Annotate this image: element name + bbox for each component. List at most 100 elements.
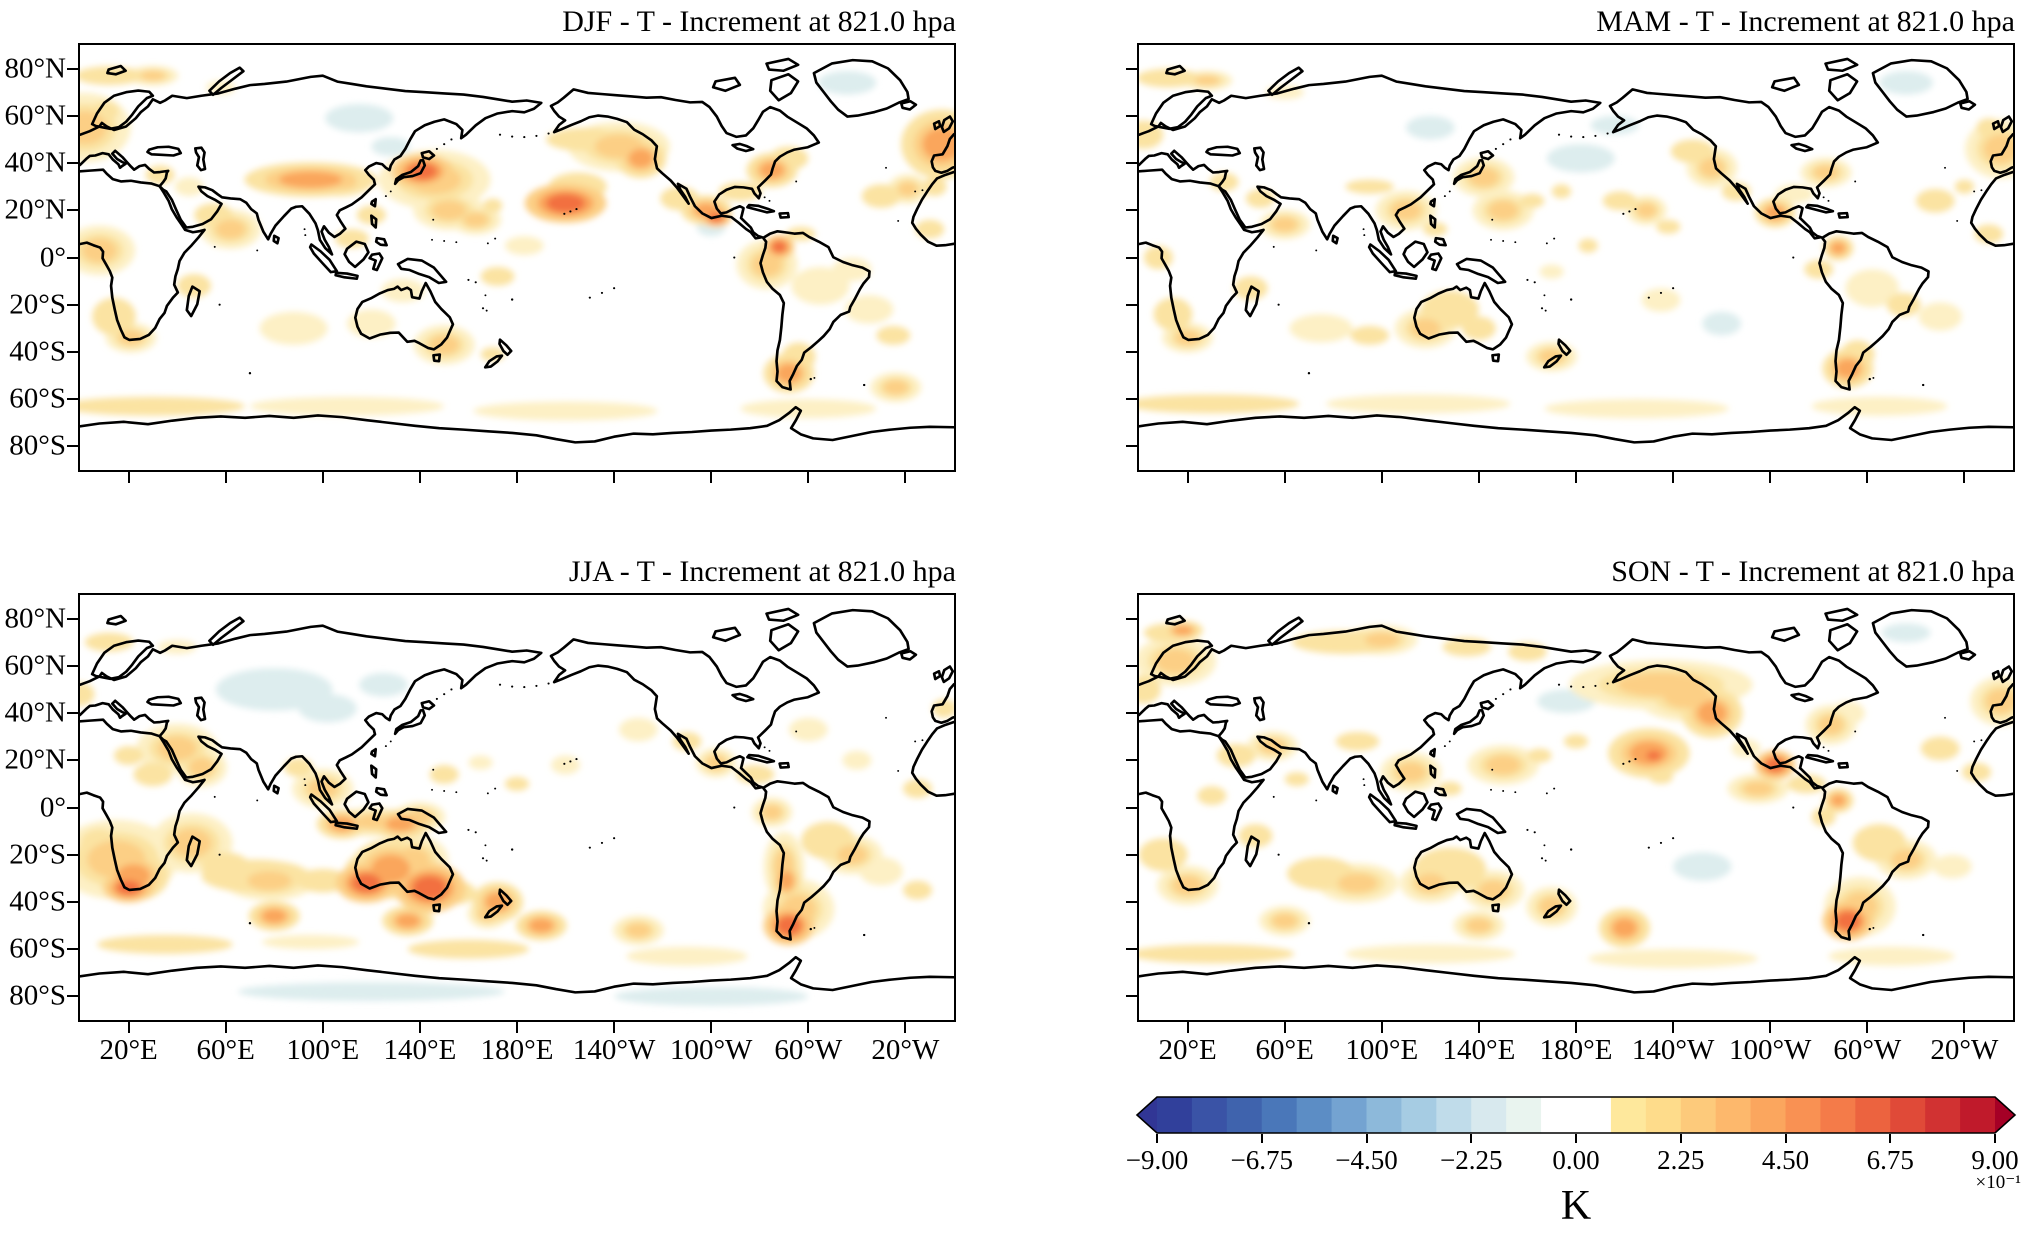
lon-tick bbox=[1769, 472, 1772, 483]
lat-tick bbox=[1126, 162, 1137, 165]
lat-tick bbox=[1126, 67, 1137, 70]
contour-shading-jja bbox=[80, 632, 954, 1006]
lon-tick-label: 60°E bbox=[196, 1034, 255, 1066]
lat-tick bbox=[67, 759, 78, 762]
colorbar-tick bbox=[1994, 1134, 1996, 1143]
colorbar-tick-label: 9.00 bbox=[1971, 1145, 2019, 1175]
lon-tick bbox=[1866, 472, 1869, 483]
colorbar-tick bbox=[1679, 1134, 1682, 1143]
colorbar-tick-label: −9.00 bbox=[1125, 1145, 1189, 1175]
colorbar-unit-label: K bbox=[1560, 1183, 1592, 1229]
lon-tick bbox=[613, 472, 616, 483]
lon-tick bbox=[1575, 472, 1577, 483]
lat-tick bbox=[67, 712, 78, 715]
panel-title-mam: MAM - T - Increment at 821.0 hpa bbox=[1596, 5, 2015, 38]
lat-tick-label: 40°N bbox=[4, 146, 66, 179]
lat-tick bbox=[1126, 995, 1137, 998]
lon-tick-label: 140°E bbox=[1442, 1034, 1516, 1066]
lat-tick bbox=[1126, 209, 1137, 212]
lat-tick bbox=[67, 162, 78, 165]
lat-tick bbox=[67, 209, 78, 212]
lat-tick bbox=[67, 350, 78, 353]
lat-tick bbox=[67, 303, 78, 306]
coastlines-djf bbox=[80, 57, 954, 444]
lat-tick bbox=[67, 67, 78, 70]
colorbar-tick-label: 0.00 bbox=[1552, 1145, 1600, 1175]
lon-tick-label: 100°W bbox=[1728, 1034, 1812, 1066]
coastlines-mam bbox=[1139, 57, 2013, 444]
colorbar-tick-label: −4.50 bbox=[1335, 1145, 1398, 1175]
lon-tick-label: 60°W bbox=[1833, 1034, 1902, 1066]
panel-title-djf: DJF - T - Increment at 821.0 hpa bbox=[562, 5, 956, 38]
lat-tick-label: 40°S bbox=[9, 885, 66, 918]
lon-tick bbox=[127, 472, 130, 483]
lon-tick-label: 20°W bbox=[871, 1034, 940, 1066]
lon-tick-label: 180°E bbox=[480, 1034, 554, 1066]
colorbar-multiplier: ×10⁻¹ bbox=[1975, 1172, 2021, 1193]
lon-tick bbox=[418, 472, 421, 483]
colorbar-tick bbox=[1889, 1134, 1892, 1143]
lon-tick-label: 140°W bbox=[572, 1034, 656, 1066]
colorbar-tick-label: −6.75 bbox=[1230, 1145, 1293, 1175]
lon-tick-label: 20°E bbox=[99, 1034, 158, 1066]
lat-tick bbox=[67, 900, 78, 903]
lat-tick bbox=[1126, 900, 1137, 903]
lat-tick-label: 60°N bbox=[4, 99, 66, 132]
panel-son: SON - T - Increment at 821.0 hpa 20°E 60°… bbox=[1126, 557, 2015, 1065]
colorbar-tick-label: 2.25 bbox=[1657, 1145, 1705, 1175]
lat-tick bbox=[1126, 445, 1137, 448]
lat-tick-label: 20°S bbox=[9, 838, 66, 871]
lon-tick bbox=[1575, 1022, 1577, 1033]
lon-tick-label: 20°E bbox=[1158, 1034, 1217, 1066]
lat-tick-label: 20°S bbox=[9, 288, 66, 321]
lon-tick-label: 100°W bbox=[669, 1034, 753, 1066]
colorbar: −9.00 −6.75 −4.50 −2.25 0.00 2.25 4.50 6.75 9.00… bbox=[1126, 1096, 2021, 1227]
lat-tick bbox=[67, 806, 78, 809]
lon-tick bbox=[418, 1022, 421, 1033]
colorbar-tick bbox=[1260, 1134, 1263, 1143]
lat-tick bbox=[1126, 664, 1137, 667]
lat-tick bbox=[1126, 806, 1137, 809]
lat-tick-label: 0° bbox=[39, 241, 66, 273]
colorbar-tick bbox=[1784, 1134, 1787, 1143]
lon-tick bbox=[127, 1022, 130, 1033]
lat-tick-label: 20°N bbox=[4, 193, 66, 226]
lat-tick-label: 60°S bbox=[9, 382, 66, 415]
lon-tick-label: 100°E bbox=[286, 1034, 360, 1066]
lon-tick bbox=[904, 1022, 907, 1033]
lat-tick bbox=[67, 445, 78, 448]
lat-tick bbox=[67, 995, 78, 998]
lon-tick bbox=[1186, 1022, 1189, 1033]
lon-tick bbox=[807, 472, 810, 483]
lon-tick-label: 60°W bbox=[774, 1034, 843, 1066]
lat-tick-label: 40°N bbox=[4, 696, 66, 729]
colorbar-tick bbox=[1470, 1134, 1473, 1143]
panel-title-son: SON - T - Increment at 821.0 hpa bbox=[1611, 555, 2015, 588]
lon-tick-label: 20°W bbox=[1930, 1034, 1999, 1066]
contour-shading-son bbox=[1139, 620, 2013, 969]
lat-tick bbox=[1126, 853, 1137, 856]
lat-tick bbox=[1126, 948, 1137, 951]
lat-tick bbox=[1126, 303, 1137, 306]
lat-tick bbox=[1126, 398, 1137, 401]
lon-tick bbox=[321, 1022, 324, 1033]
lon-tick bbox=[321, 472, 324, 483]
lat-tick-label: 0° bbox=[39, 791, 66, 823]
lat-tick bbox=[67, 664, 78, 667]
lon-tick bbox=[1283, 1022, 1286, 1033]
lat-tick bbox=[1126, 114, 1137, 117]
lon-tick bbox=[710, 1022, 713, 1033]
lon-tick bbox=[1672, 472, 1675, 483]
lat-tick-label: 80°N bbox=[4, 52, 66, 85]
lat-tick-label: 60°S bbox=[9, 932, 66, 965]
lon-tick bbox=[904, 472, 907, 483]
lat-tick-label: 80°S bbox=[9, 979, 66, 1012]
lon-tick-label: 100°E bbox=[1345, 1034, 1419, 1066]
lat-tick bbox=[67, 114, 78, 117]
lon-tick bbox=[224, 1022, 227, 1033]
lon-tick-label: 60°E bbox=[1255, 1034, 1314, 1066]
lat-tick bbox=[1126, 759, 1137, 762]
lon-tick bbox=[516, 1022, 518, 1033]
lon-tick-label: 140°W bbox=[1631, 1034, 1715, 1066]
lat-tick-label: 60°N bbox=[4, 649, 66, 682]
